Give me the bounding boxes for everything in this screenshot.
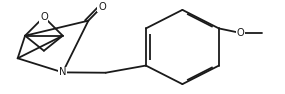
Text: O: O (40, 12, 48, 22)
Text: N: N (59, 67, 66, 77)
Text: O: O (236, 28, 244, 38)
Text: O: O (98, 2, 106, 12)
